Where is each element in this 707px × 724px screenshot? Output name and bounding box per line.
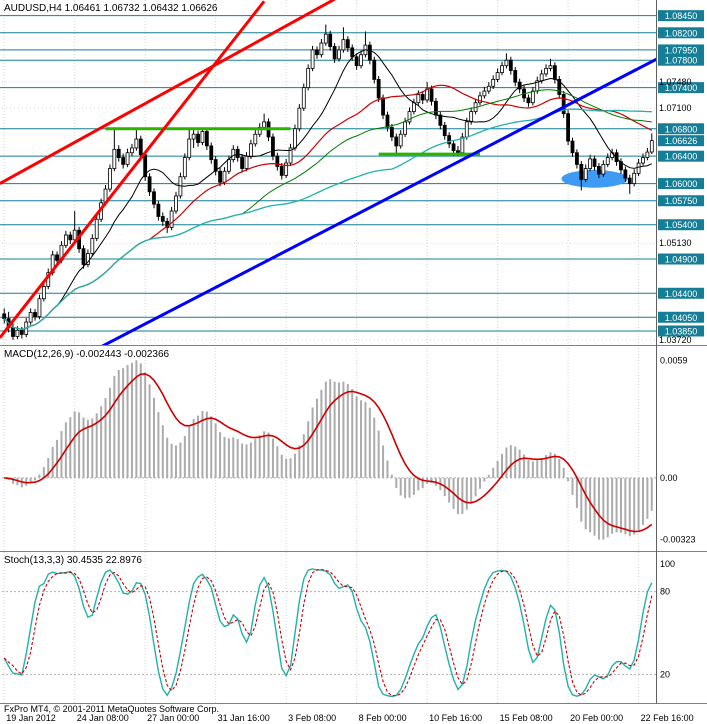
stoch-scale-tick: 100 <box>660 559 675 569</box>
price-axis-tick: 1.07100 <box>659 103 692 113</box>
price-level-label <box>658 123 704 135</box>
chart-title: AUDUSD,H4 1.06461 1.06732 1.06432 1.0662… <box>4 3 218 14</box>
macd-indicator-label: MACD(12,26,9) -0.002443 -0.002366 <box>4 349 170 360</box>
macd-scale-min: -0.00323 <box>660 535 696 545</box>
macd-signal-line <box>4 373 653 533</box>
time-axis-label: 10 Feb 16:00 <box>429 713 482 723</box>
time-axis-label: 8 Feb 00:00 <box>359 713 407 723</box>
price-level-label <box>658 195 704 207</box>
current-price-label-text: 1.06626 <box>665 136 698 146</box>
price-level-label <box>658 10 704 22</box>
macd-scale-zero: 0.00 <box>660 473 678 483</box>
price-level-label-text: 1.05400 <box>665 220 698 230</box>
current-price-label <box>658 135 704 147</box>
time-axis-label: 27 Jan 00:00 <box>147 713 199 723</box>
ma-line-13 <box>3 49 653 331</box>
price-level-label <box>658 253 704 265</box>
stoch-scale-tick: 80 <box>660 587 670 597</box>
price-level-label-text: 1.08450 <box>665 11 698 21</box>
chart-objects <box>0 0 665 347</box>
price-level-label <box>658 311 704 323</box>
macd-scale-max: 0.0059 <box>660 355 688 365</box>
price-level-label-text: 1.06000 <box>665 179 698 189</box>
copyright-text: FxPro MT4, © 2001-2011 MetaQuotes Softwa… <box>4 704 220 714</box>
time-axis-label: 20 Feb 00:00 <box>570 713 623 723</box>
stoch-signal-line <box>3 569 653 697</box>
time-axis-label: 15 Feb 08:00 <box>500 713 553 723</box>
price-level-label <box>658 82 704 94</box>
time-axis-label: 3 Feb 08:00 <box>288 713 336 723</box>
price-level-label-text: 1.05750 <box>665 196 698 206</box>
time-axis-label: 31 Jan 16:00 <box>218 713 270 723</box>
price-level-label-text: 1.07950 <box>665 45 698 55</box>
price-level-label-text: 1.07400 <box>665 83 698 93</box>
price-axis-tick: 1.03720 <box>659 335 692 345</box>
price-axis-tick: 1.07480 <box>659 77 692 87</box>
price-level-label-text: 1.04050 <box>665 313 698 323</box>
price-level-label-text: 1.04400 <box>665 289 698 299</box>
trendline-blue-support[interactable] <box>101 55 665 347</box>
price-level-label-text: 1.07800 <box>665 56 698 66</box>
trendline-red-lower[interactable] <box>0 0 266 339</box>
price-level-label <box>658 150 704 162</box>
stoch-main-line <box>3 568 653 698</box>
price-level-label <box>658 325 704 337</box>
time-axis-label: 19 Jan 2012 <box>6 713 56 723</box>
stoch-scale-tick: 20 <box>660 669 670 679</box>
price-level-label <box>658 44 704 56</box>
macd-histogram <box>7 360 653 540</box>
time-axis: 19 Jan 2012 24 Jan 08:00 27 Jan 00:00 31 Ja… <box>6 713 693 723</box>
price-level-label <box>658 219 704 231</box>
price-level-label <box>658 27 704 39</box>
stoch-indicator-label: Stoch(13,3,3) 30.4535 22.8976 <box>4 555 142 566</box>
price-level-label-text: 1.08200 <box>665 28 698 38</box>
price-level-label-text: 1.04900 <box>665 255 698 265</box>
time-axis-label: 22 Feb 16:00 <box>641 713 694 723</box>
price-level-label-text: 1.06800 <box>665 124 698 134</box>
price-axis-tick: 1.05130 <box>659 238 692 248</box>
time-axis-label: 24 Jan 08:00 <box>77 713 129 723</box>
price-level-label-text: 1.06400 <box>665 152 698 162</box>
price-level-label <box>658 54 704 66</box>
trendline-red-upper[interactable] <box>0 0 336 185</box>
moving-averages <box>3 49 653 331</box>
price-level-label <box>658 287 704 299</box>
highlight-ellipse[interactable] <box>561 169 628 188</box>
price-level-label-text: 1.03850 <box>665 326 698 336</box>
price-level-label <box>658 178 704 190</box>
